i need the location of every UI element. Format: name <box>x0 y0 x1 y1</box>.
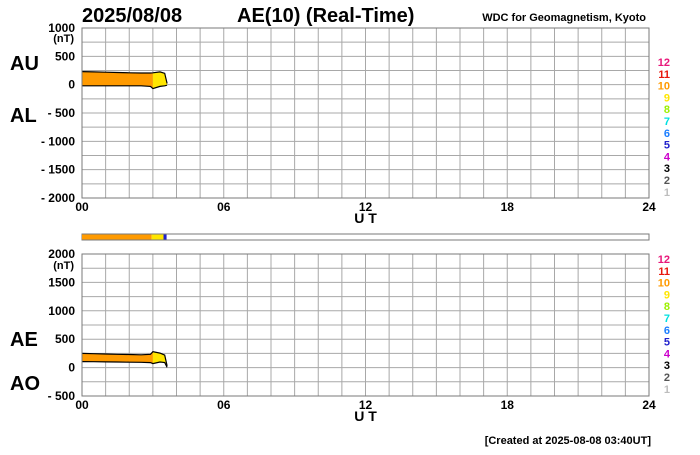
station-count-label: 9 <box>664 289 670 301</box>
lower-y-tick-label: 500 <box>55 332 75 346</box>
lower-x-tick-label: 00 <box>75 398 89 412</box>
station-count-label: 2 <box>664 372 670 384</box>
upper-x-tick-label: 06 <box>217 200 231 214</box>
coverage-segment <box>82 234 152 240</box>
station-count-label: 5 <box>664 140 670 152</box>
station-count-label: 7 <box>664 116 670 128</box>
station-count-label: 11 <box>658 69 670 81</box>
station-count-label: 2 <box>664 175 670 187</box>
upper-plot-frame <box>81 27 650 199</box>
station-count-label: 12 <box>658 57 670 69</box>
lower-x-tick-label: 06 <box>217 398 231 412</box>
chart-title: AE(10) (Real-Time) <box>237 5 414 27</box>
upper-y-tick-label: 1000 <box>48 21 75 35</box>
lower-series-ao-line <box>81 361 168 368</box>
upper-x-tick-label: 12 <box>359 200 373 214</box>
upper-series-au-line <box>81 71 168 84</box>
upper-y-tick-label: - 1500 <box>41 163 75 177</box>
station-count-label: 9 <box>664 92 670 104</box>
upper-x-tick-label: 18 <box>501 200 515 214</box>
upper-x-tick-label: 24 <box>642 200 656 214</box>
ao-panel-label: AO <box>10 373 40 395</box>
station-count-label: 10 <box>658 278 670 290</box>
ae-panel-label: AE <box>10 329 38 351</box>
lower-y-tick-label: 2000 <box>48 247 75 261</box>
upper-unit-label: (nT) <box>53 33 74 45</box>
coverage-bar-frame <box>81 233 650 241</box>
station-count-label: 4 <box>664 151 671 163</box>
created-timestamp: [Created at 2025-08-08 03:40UT] <box>485 435 652 447</box>
lower-y-tick-label: 1500 <box>48 275 75 289</box>
station-count-label: 8 <box>664 301 670 313</box>
upper-y-tick-label: 500 <box>55 49 75 63</box>
upper-y-tick-label: 0 <box>68 78 75 92</box>
lower-series-ae-line <box>81 351 168 367</box>
station-count-label: 7 <box>664 313 670 325</box>
upper-y-tick-label: - 1000 <box>41 134 75 148</box>
upper-series-al-line <box>82 84 168 90</box>
lower-y-tick-label: 0 <box>68 361 75 375</box>
station-count-label: 10 <box>658 81 670 93</box>
lower-plot-frame <box>81 253 650 397</box>
lower-y-tick-label: 1000 <box>48 304 75 318</box>
lower-x-tick-label: 18 <box>501 398 515 412</box>
station-count-label: 3 <box>664 163 670 175</box>
upper-x-axis-label: U T <box>354 210 377 226</box>
station-count-label: 4 <box>664 348 671 360</box>
lower-x-tick-label: 12 <box>359 398 373 412</box>
upper-fill-segment <box>82 71 153 89</box>
station-count-label: 6 <box>664 128 670 140</box>
station-count-label: 5 <box>664 337 670 349</box>
lower-fill-segment <box>152 351 168 368</box>
station-count-label: 1 <box>664 187 670 199</box>
station-count-label: 8 <box>664 104 670 116</box>
lower-x-axis-label: U T <box>354 408 377 424</box>
station-count-label: 1 <box>664 384 670 396</box>
upper-y-tick-label: - 500 <box>48 106 76 120</box>
coverage-segment <box>151 234 164 240</box>
chart-date: 2025/08/08 <box>82 5 182 27</box>
data-source: WDC for Geomagnetism, Kyoto <box>482 12 646 24</box>
al-panel-label: AL <box>10 105 37 127</box>
station-count-label: 12 <box>658 254 670 266</box>
au-panel-label: AU <box>10 53 39 75</box>
upper-x-tick-label: 00 <box>75 200 89 214</box>
station-count-label: 6 <box>664 325 670 337</box>
station-count-label: 3 <box>664 360 670 372</box>
station-count-label: 11 <box>658 266 670 278</box>
coverage-segment <box>163 234 167 240</box>
upper-fill-segment <box>152 71 168 89</box>
lower-unit-label: (nT) <box>53 260 74 272</box>
lower-x-tick-label: 24 <box>642 398 656 412</box>
upper-y-tick-label: - 2000 <box>41 191 75 205</box>
lower-y-tick-label: - 500 <box>48 389 76 403</box>
station-coverage-bar <box>81 233 650 241</box>
